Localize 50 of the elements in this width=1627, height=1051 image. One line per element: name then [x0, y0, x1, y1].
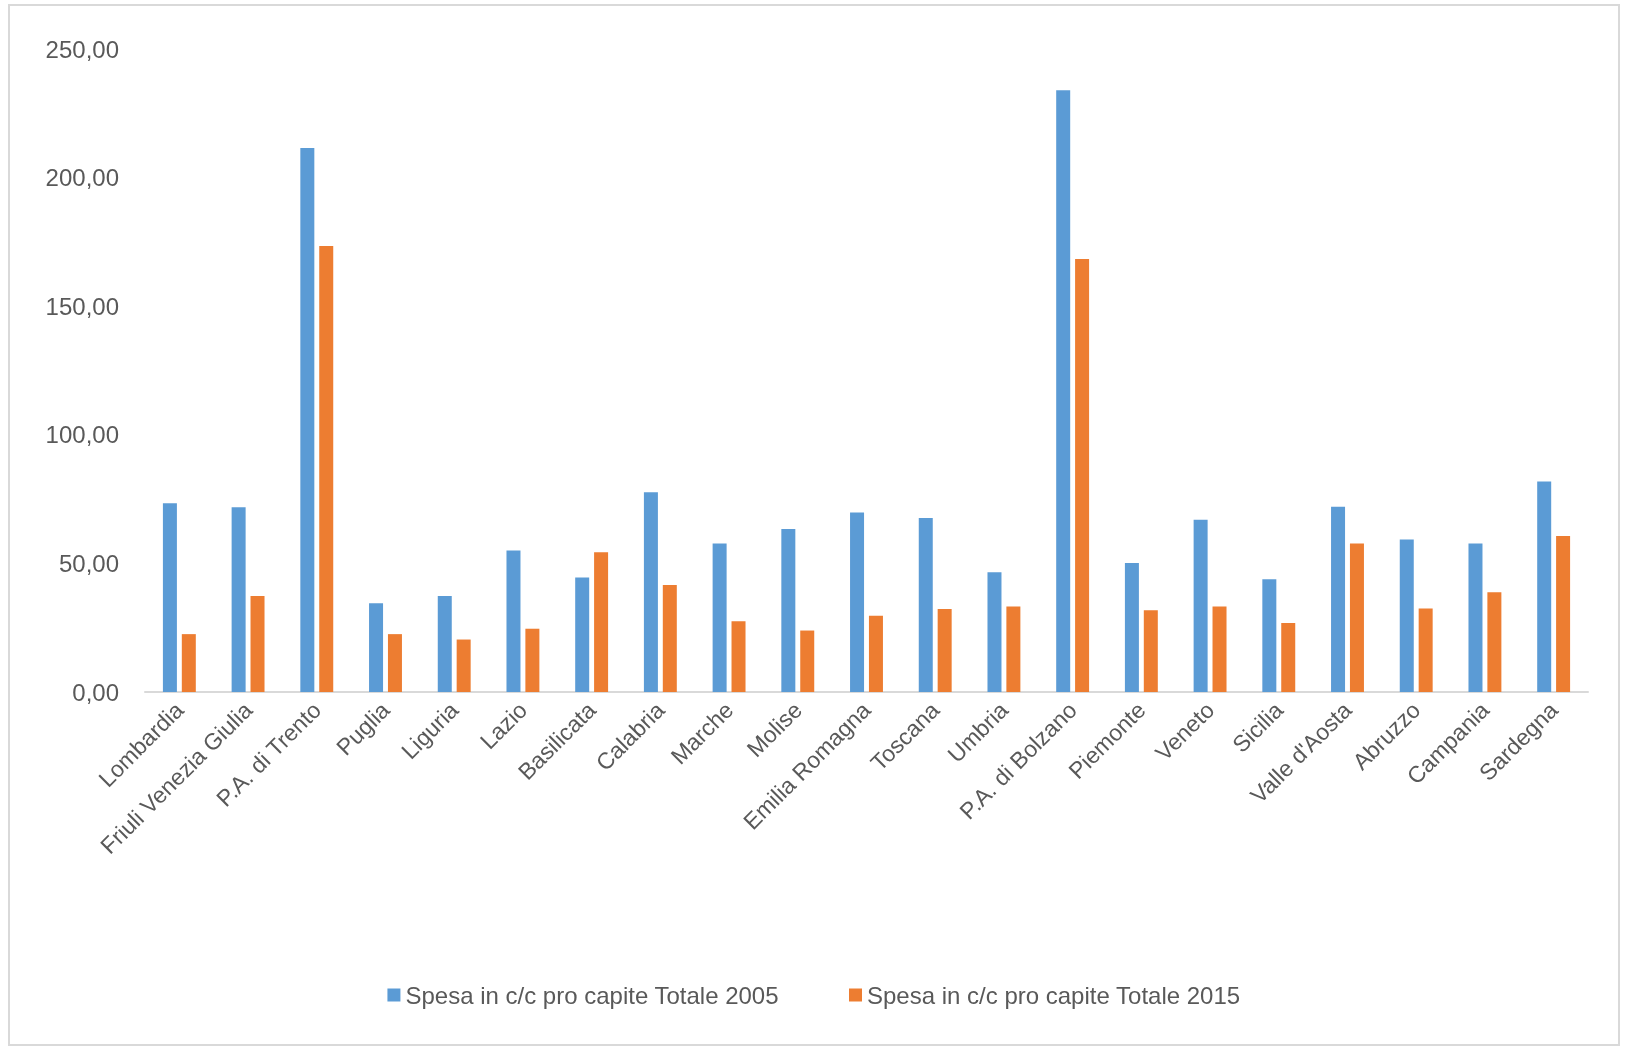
- bar: [369, 603, 384, 692]
- legend-label: Spesa in c/c pro capite Totale 2015: [867, 981, 1241, 1009]
- bar: [1281, 623, 1296, 692]
- bar: [1056, 90, 1071, 692]
- bar: [781, 528, 796, 692]
- bar: [594, 552, 609, 692]
- y-tick-label: 100,00: [45, 421, 119, 449]
- bar: [1193, 519, 1208, 692]
- bar: [1143, 610, 1158, 692]
- legend-label: Spesa in c/c pro capite Totale 2005: [405, 981, 779, 1009]
- y-tick-label: 200,00: [45, 164, 119, 192]
- bar: [987, 572, 1002, 692]
- bar: [456, 639, 471, 692]
- bar: [1349, 543, 1364, 692]
- y-tick-label: 50,00: [58, 549, 119, 577]
- bar: [437, 596, 452, 692]
- bar: [525, 628, 540, 692]
- bar: [800, 630, 815, 692]
- bar: [1399, 539, 1414, 692]
- bar: [1487, 592, 1502, 692]
- bar: [1262, 579, 1277, 692]
- bar: [868, 615, 883, 692]
- bar: [1556, 535, 1571, 692]
- bar: [1124, 562, 1139, 692]
- bar: [575, 577, 590, 692]
- bar: [1075, 258, 1090, 692]
- bar: [300, 148, 315, 692]
- bar: [1331, 506, 1346, 692]
- bar: [319, 246, 334, 692]
- bar: [1537, 481, 1552, 692]
- bar: [1212, 606, 1227, 692]
- bar: [387, 634, 402, 692]
- bar: [506, 550, 521, 692]
- bar: [162, 503, 177, 692]
- bar: [181, 634, 196, 692]
- bar: [1468, 543, 1483, 692]
- bar: [250, 596, 265, 692]
- y-tick-label: 0,00: [72, 678, 119, 706]
- bar: [937, 608, 952, 692]
- bar: [231, 507, 246, 692]
- bar: [662, 585, 677, 692]
- bar: [712, 543, 727, 692]
- y-tick-label: 150,00: [45, 292, 119, 320]
- y-tick-label: 250,00: [45, 35, 119, 63]
- bar: [1006, 606, 1021, 692]
- bar: [918, 517, 933, 692]
- bar: [731, 621, 746, 692]
- bar: [850, 512, 865, 692]
- bar: [1418, 608, 1433, 692]
- bar: [643, 492, 658, 692]
